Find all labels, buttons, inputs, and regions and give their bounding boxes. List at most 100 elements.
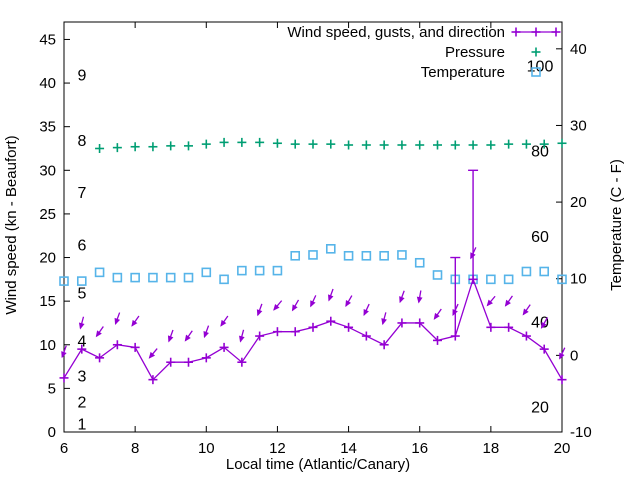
temperature-point bbox=[290, 250, 301, 261]
pressure-point bbox=[379, 140, 389, 150]
pressure-point bbox=[290, 139, 300, 149]
wind-speed-point bbox=[308, 322, 318, 332]
wind-speed-point bbox=[77, 344, 87, 354]
wind-direction-arrow bbox=[148, 348, 158, 359]
wind-direction-arrow bbox=[452, 303, 459, 317]
y-tick-label: 5 bbox=[48, 380, 56, 397]
y2-tick-label: 0 bbox=[570, 347, 578, 364]
temperature-point bbox=[237, 265, 247, 276]
pressure-point bbox=[95, 143, 105, 153]
gust-errorbar bbox=[468, 169, 479, 280]
wind-speed-point bbox=[237, 357, 247, 367]
pressure-point bbox=[272, 138, 282, 148]
temperature-point bbox=[219, 274, 229, 285]
wind-speed-point bbox=[201, 353, 211, 363]
y2-tick-label: -10 bbox=[570, 424, 592, 441]
wind-speed-point bbox=[379, 340, 389, 350]
fahrenheit-label: 20 bbox=[531, 400, 549, 417]
x-tick-label: 16 bbox=[411, 440, 428, 457]
y2-axis-ticks: -10 0 10 20 30 40 bbox=[556, 41, 592, 441]
wind-speed-point bbox=[148, 375, 158, 385]
wind-direction-arrow bbox=[239, 329, 245, 343]
y-tick-label: 0 bbox=[48, 424, 56, 441]
beaufort-label: 3 bbox=[78, 368, 87, 385]
pressure-series bbox=[95, 137, 567, 153]
wind-direction-arrow bbox=[310, 295, 317, 308]
temperature-point bbox=[183, 272, 194, 283]
pressure-point bbox=[415, 140, 425, 150]
fahrenheit-label: 80 bbox=[531, 144, 549, 161]
pressure-point bbox=[255, 137, 265, 147]
pressure-point bbox=[201, 139, 211, 149]
pressure-point bbox=[557, 138, 567, 148]
temperature-point bbox=[59, 276, 69, 286]
y-axis-title: Wind speed (kn - Beaufort) bbox=[3, 135, 20, 314]
wind-direction-arrow bbox=[61, 345, 67, 359]
fahrenheit-label: 100 bbox=[527, 59, 554, 76]
pressure-point bbox=[237, 137, 247, 147]
wind-direction-arrow bbox=[470, 247, 477, 260]
wind-direction-arrow bbox=[167, 329, 174, 343]
y-tick-label: 30 bbox=[39, 162, 56, 179]
wind-direction-arrow bbox=[273, 300, 283, 311]
wind-direction-arrow bbox=[559, 347, 566, 360]
beaufort-label: 4 bbox=[78, 333, 87, 350]
wind-direction-arrow bbox=[345, 295, 353, 308]
pressure-point bbox=[130, 142, 140, 152]
wind-speed-point bbox=[450, 331, 460, 341]
beaufort-label: 2 bbox=[78, 394, 87, 411]
wind-direction-arrow bbox=[522, 304, 531, 316]
x-tick-label: 6 bbox=[60, 440, 68, 457]
y2-tick-label: 10 bbox=[570, 271, 587, 288]
legend-label-temperature: Temperature bbox=[421, 64, 505, 81]
temperature-point bbox=[432, 270, 443, 280]
temperature-point bbox=[557, 274, 567, 285]
wind-speed-point bbox=[272, 327, 282, 337]
temperature-point bbox=[130, 272, 140, 283]
wind-speed-point bbox=[219, 342, 229, 352]
x-tick-label: 18 bbox=[483, 440, 500, 457]
temperature-point bbox=[201, 267, 212, 278]
wind-speed-point bbox=[468, 274, 478, 284]
wind-speed-point bbox=[166, 357, 176, 367]
wind-speed-point bbox=[59, 373, 69, 383]
wind-speed-point bbox=[255, 331, 265, 341]
wind-speed-point bbox=[397, 318, 407, 328]
fahrenheit-scale-labels: 20 40 60 80 100 bbox=[527, 59, 554, 417]
pressure-point bbox=[361, 140, 371, 150]
temperature-point bbox=[539, 266, 550, 277]
temperature-point bbox=[76, 276, 87, 286]
beaufort-label: 6 bbox=[78, 237, 87, 254]
temperature-point bbox=[397, 250, 407, 260]
wind-direction-arrow bbox=[184, 330, 193, 342]
y2-axis-title: Temperature (C - F) bbox=[608, 159, 625, 291]
wind-direction-arrow bbox=[256, 303, 263, 317]
wind-speed-point bbox=[344, 322, 354, 332]
x-tick-label: 20 bbox=[554, 440, 571, 457]
x-axis-ticks: 6 8 10 12 14 16 18 20 bbox=[60, 22, 571, 457]
y-tick-label: 10 bbox=[39, 337, 56, 354]
x-tick-label: 12 bbox=[269, 440, 286, 457]
wind-speed-point bbox=[433, 335, 442, 345]
pressure-point bbox=[166, 141, 176, 151]
wind-direction-arrow bbox=[416, 290, 423, 304]
pressure-point bbox=[148, 142, 158, 152]
wind-speed-point bbox=[521, 331, 531, 341]
temperature-point bbox=[272, 265, 283, 276]
x-tick-label: 10 bbox=[198, 440, 215, 457]
y2-tick-label: 20 bbox=[570, 194, 587, 211]
pressure-point bbox=[521, 139, 531, 149]
gust-errorbar bbox=[450, 256, 461, 337]
temperature-point bbox=[165, 272, 176, 283]
beaufort-label: 7 bbox=[78, 185, 87, 202]
y-tick-label: 40 bbox=[39, 75, 56, 92]
beaufort-label: 9 bbox=[78, 67, 87, 84]
temperature-point bbox=[379, 250, 389, 261]
pressure-point bbox=[397, 140, 407, 150]
pressure-point bbox=[219, 137, 229, 147]
wind-speed-point bbox=[184, 357, 193, 367]
wind-direction-arrow bbox=[131, 315, 140, 327]
fahrenheit-label: 40 bbox=[531, 315, 549, 332]
